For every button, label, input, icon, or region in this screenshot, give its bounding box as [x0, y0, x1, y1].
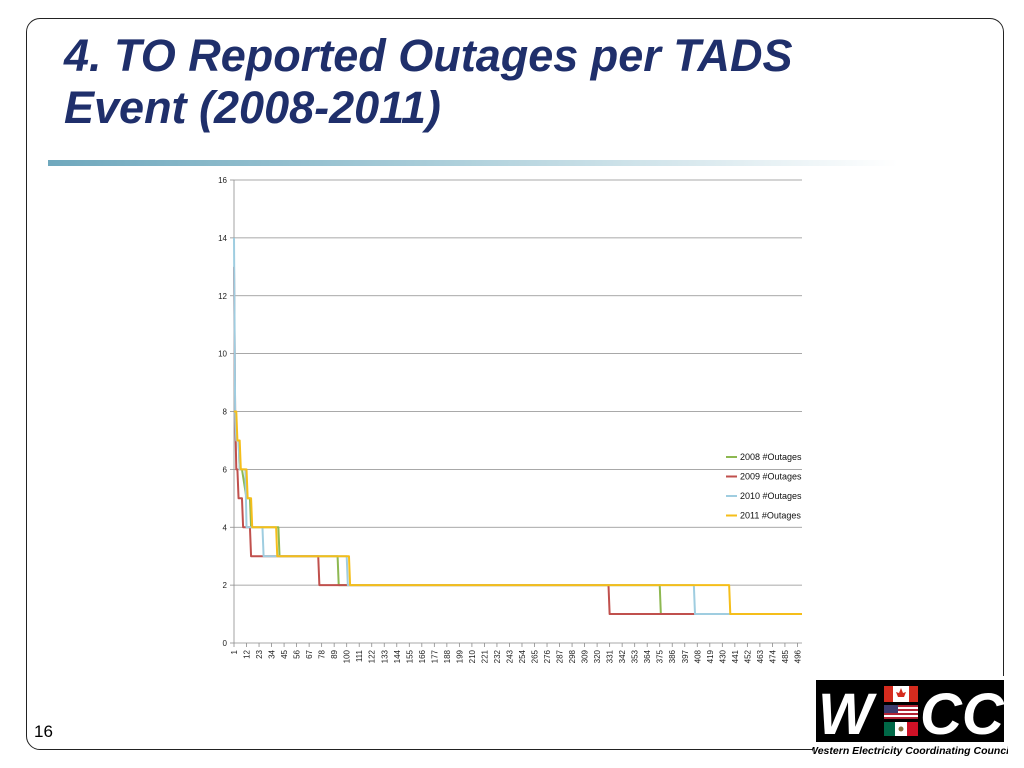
wecc-logo: W CC Western Electricity Coordinating Co…	[812, 676, 1008, 758]
x-tick-label: 276	[543, 649, 552, 663]
x-tick-label: 100	[343, 649, 352, 663]
x-tick-label: 232	[493, 649, 502, 663]
x-tick-label: 353	[631, 649, 640, 663]
x-tick-label: 254	[518, 649, 527, 663]
x-tick-label: 111	[355, 649, 364, 662]
chart-gridlines	[234, 179, 802, 586]
x-tick-label: 133	[380, 649, 389, 663]
x-tick-label: 474	[768, 649, 777, 663]
chart-legend: 2008 #Outages 2009 #Outages 2010 #Outages 2…	[726, 452, 802, 521]
x-tick-label: 34	[268, 649, 277, 658]
x-tick-label: 496	[793, 649, 802, 663]
series-line-2009	[233, 266, 802, 616]
x-tick-label: 386	[668, 649, 677, 663]
x-tick-label: 56	[293, 649, 302, 658]
legend-label: 2010 #Outages	[740, 491, 802, 501]
x-tick-label: 1	[230, 649, 239, 654]
y-tick-label: 12	[218, 292, 227, 301]
y-tick-label: 6	[223, 465, 228, 474]
page-number: 16	[34, 722, 53, 741]
slide-title: 4. TO Reported Outages per TADS Event (2…	[64, 30, 964, 134]
chart-series	[233, 237, 802, 616]
x-tick-label: 78	[318, 649, 327, 658]
x-tick-label: 144	[393, 649, 402, 663]
x-tick-label: 331	[606, 649, 615, 663]
flags-icon	[884, 686, 918, 736]
y-tick-label: 0	[223, 639, 228, 648]
y-tick-label: 4	[223, 523, 228, 532]
x-tick-label: 342	[618, 649, 627, 663]
x-tick-label: 452	[743, 649, 752, 663]
y-tick-label: 8	[223, 408, 228, 417]
x-tick-label: 430	[718, 649, 727, 663]
x-tick-label: 298	[568, 649, 577, 663]
slide-frame	[26, 18, 1004, 750]
legend-label: 2009 #Outages	[740, 472, 802, 482]
y-tick-label: 16	[218, 176, 227, 185]
y-tick-label: 10	[218, 350, 227, 359]
x-tick-label: 485	[781, 649, 790, 663]
x-tick-label: 221	[480, 649, 489, 663]
slide-title-line1: 4. TO Reported Outages per TADS	[64, 30, 793, 81]
x-tick-label: 441	[731, 649, 740, 663]
logo-caption: Western Electricity Coordinating Council	[812, 745, 1008, 757]
x-tick-label: 364	[643, 649, 652, 663]
logo-letters-left: W	[818, 682, 877, 747]
title-underline	[48, 160, 898, 166]
x-tick-label: 199	[455, 649, 464, 663]
x-tick-label: 210	[468, 649, 477, 663]
x-tick-labels: 1 12 23 34 45 56 67 78 89 100 111 122 133 144 155 166 17…	[230, 649, 802, 663]
x-tick-label: 419	[706, 649, 715, 663]
x-tick-label: 265	[531, 649, 540, 663]
x-tick-label: 463	[756, 649, 765, 663]
x-tick-label: 408	[693, 649, 702, 663]
slide-title-line2: Event (2008-2011)	[64, 82, 441, 133]
x-tick-label: 12	[243, 649, 252, 658]
x-tick-label: 287	[556, 649, 565, 663]
x-tick-label: 177	[430, 649, 439, 663]
x-tick-label: 45	[280, 649, 289, 658]
x-tick-label: 397	[681, 649, 690, 663]
x-tick-label: 89	[330, 649, 339, 658]
logo-letters-right: CC	[920, 682, 1005, 747]
x-tick-label: 166	[418, 649, 427, 663]
x-tick-label: 23	[255, 649, 264, 658]
y-tick-labels: 0 2 4 6 8 10 12 14 16	[218, 176, 227, 648]
x-tick-label: 155	[405, 649, 414, 663]
x-tick-label: 67	[305, 649, 314, 658]
x-tick-label: 122	[368, 649, 377, 663]
x-tick-label: 188	[443, 649, 452, 663]
y-tick-label: 2	[223, 581, 228, 590]
y-tick-label: 14	[218, 234, 227, 243]
legend-label: 2008 #Outages	[740, 452, 802, 462]
x-tick-label: 375	[656, 649, 665, 663]
x-tick-label: 320	[593, 649, 602, 663]
x-tick-label: 309	[581, 649, 590, 663]
series-line-2011	[234, 410, 802, 616]
x-tick-label: 243	[505, 649, 514, 663]
legend-label: 2011 #Outages	[740, 511, 801, 521]
chart-axes	[230, 179, 802, 647]
